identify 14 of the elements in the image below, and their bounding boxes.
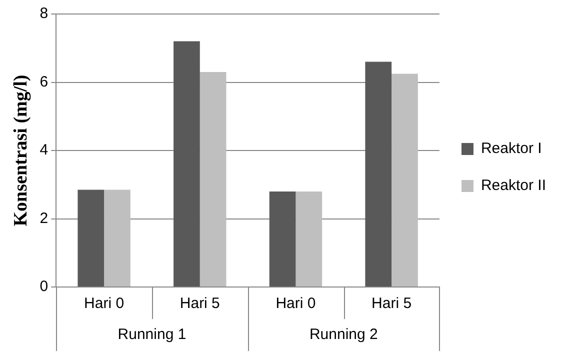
x-tick-label: Hari 5 xyxy=(180,295,220,312)
y-tick-label: 8 xyxy=(40,5,48,22)
x-tick-label: Hari 0 xyxy=(276,295,316,312)
text: Running 2 xyxy=(309,326,378,344)
text: Running 1 xyxy=(118,326,186,344)
legend-label: Reaktor I xyxy=(480,140,542,158)
x-tick-label: Hari 5 xyxy=(372,295,412,312)
y-axis-title: Konsentrasi (mg/l) xyxy=(10,74,32,226)
y-tick-label: 0 xyxy=(40,278,48,296)
legend-label: Reaktor II xyxy=(480,177,546,194)
y-tick-label: 2 xyxy=(40,210,48,227)
y-tick-label: 6 xyxy=(40,73,48,90)
x-tick-label: Hari 0 xyxy=(84,295,124,312)
y-tick-label: 4 xyxy=(40,142,48,159)
